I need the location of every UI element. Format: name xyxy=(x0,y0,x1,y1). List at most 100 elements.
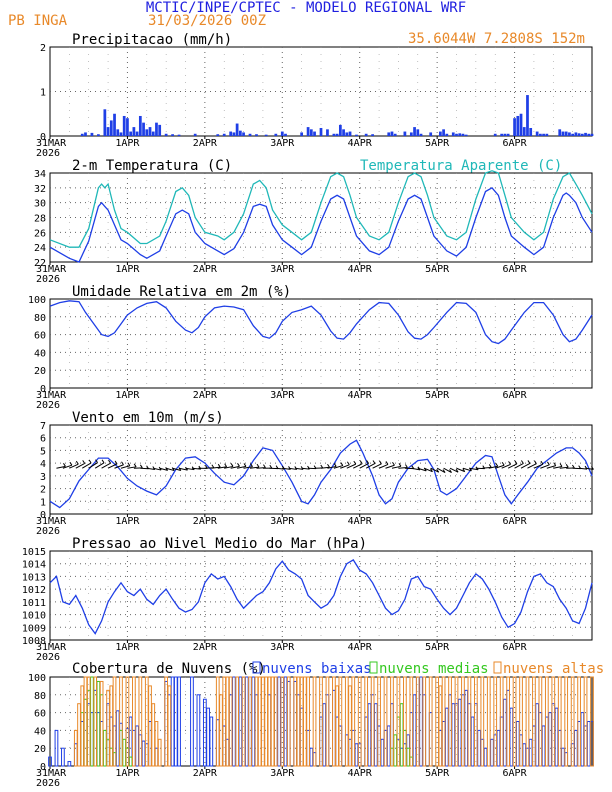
clouds-nuvens-baixas-bar xyxy=(541,725,546,767)
wind-barb-flag xyxy=(514,460,518,465)
clouds-nuvens-altas-bar xyxy=(590,676,594,767)
clouds-nuvens-altas-bar xyxy=(480,676,485,767)
clouds-nuvens-altas-bar xyxy=(164,676,169,767)
wind-barb-flag xyxy=(127,462,131,467)
precip-precipitacao-bar xyxy=(122,115,126,136)
wind-barb xyxy=(391,465,402,469)
wind-barb xyxy=(172,467,181,471)
wind-barb xyxy=(398,466,408,469)
clouds-nuvens-altas-bar xyxy=(86,676,91,767)
wind-barb xyxy=(424,467,433,473)
wind-barb-flag xyxy=(591,466,594,470)
wind-barb xyxy=(275,467,285,470)
wind-barb xyxy=(417,467,427,472)
clouds-nuvens-altas-bar xyxy=(370,676,375,767)
precip-xtick-label: 31MAR xyxy=(36,138,67,149)
clouds-nuvens-altas-bar xyxy=(422,676,427,767)
clouds-nuvens-altas-bar xyxy=(473,676,478,767)
temp-xtick-label: 5APR xyxy=(425,264,450,275)
clouds-nuvens-baixas-bar xyxy=(554,707,559,767)
precip-precipitacao-bar xyxy=(274,133,278,136)
wind-barb xyxy=(378,463,389,469)
precip-precipitacao-bar xyxy=(516,115,520,136)
legend-high-swatch xyxy=(493,661,502,674)
pressure-ytick-label: 1009 xyxy=(22,623,46,634)
wind-barb xyxy=(282,467,291,470)
wind-barb xyxy=(514,463,524,469)
clouds-nuvens-altas-bar xyxy=(319,676,323,767)
clouds-nuvens-baixas-bar xyxy=(209,716,214,767)
precip-precipitacao-bar xyxy=(129,131,133,136)
clouds-nuvens-altas-bar xyxy=(99,680,104,767)
wind-barb xyxy=(166,467,175,472)
precip-precipitacao-bar xyxy=(539,133,542,136)
wind-barb xyxy=(462,467,472,472)
clouds-nuvens-baixas-bar xyxy=(283,676,288,767)
clouds-nuvens-baixas-bar xyxy=(238,676,243,767)
wind-barb xyxy=(540,464,550,469)
clouds-nuvens-altas-bar xyxy=(383,676,388,767)
clouds-nuvens-altas-bar xyxy=(222,676,227,767)
precip-precipitacao-bar xyxy=(300,132,304,136)
clouds-nuvens-altas-bar xyxy=(125,676,130,767)
temp-title: 2-m Temperatura (C) xyxy=(72,158,232,174)
clouds-nuvens-baixas-bar xyxy=(419,676,423,767)
clouds-nuvens-altas-bar xyxy=(154,721,159,767)
clouds-xtick-label: 31MAR xyxy=(36,768,67,779)
legend-high-label: nuvens altas xyxy=(503,661,604,677)
precip-precipitacao-bar xyxy=(151,131,155,136)
precip-precipitacao-bar xyxy=(342,129,345,136)
wind-barb-flag xyxy=(404,464,408,468)
clouds-nuvens-baixas-bar xyxy=(483,747,488,767)
wind-barb-flag xyxy=(520,460,524,464)
wind-barb-flag xyxy=(442,469,446,473)
temp-ytick-label: 34 xyxy=(34,169,46,180)
clouds-nuvens-altas-bar xyxy=(335,685,340,767)
clouds-nuvens-baixas-bar xyxy=(232,676,236,767)
wind-barb-flag xyxy=(455,468,459,473)
precip-precipitacao-bar xyxy=(371,134,374,136)
clouds-nuvens-altas-bar xyxy=(564,676,569,767)
clouds-nuvens-medias-bar xyxy=(128,756,133,767)
humidity-ytick-label: 100 xyxy=(28,295,46,306)
wind-barb xyxy=(88,462,98,469)
temp-ytick-label: 32 xyxy=(34,184,46,195)
header-run: 31/03/2026 00Z xyxy=(148,13,266,29)
clouds-nuvens-baixas-bar xyxy=(477,729,481,767)
clouds-nuvens-baixas-bar xyxy=(522,743,527,767)
pressure-ytick-label: 1008 xyxy=(22,636,46,647)
wind-barb xyxy=(546,465,556,469)
precip-precipitacao-bar xyxy=(280,131,284,136)
humidity-umidade-relativa-line xyxy=(49,300,593,345)
precip-precipitacao-bar xyxy=(442,129,445,136)
precip-precipitacao-bar xyxy=(429,132,433,136)
temp-ytick-label: 30 xyxy=(34,199,46,210)
legend-mid-label: nuvens medias xyxy=(379,661,489,677)
clouds-nuvens-baixas-bar xyxy=(444,707,449,767)
wind-barb-flag xyxy=(534,460,537,464)
clouds-nuvens-altas-bar xyxy=(144,676,149,767)
precip-precipitacao-bar xyxy=(109,120,113,136)
wind-barb xyxy=(159,467,168,471)
temp-ytick-label: 22 xyxy=(34,258,46,269)
precip-precipitacao-bar xyxy=(116,129,120,136)
wind-barb xyxy=(230,465,240,469)
clouds-nuvens-altas-bar xyxy=(83,676,88,767)
wind-barb-flag xyxy=(340,462,344,466)
wind-barb xyxy=(353,463,363,469)
precip-precipitacao-bar xyxy=(242,132,245,136)
precip-precipitacao-bar xyxy=(142,122,145,136)
wind-xtick-label: 2APR xyxy=(193,516,218,527)
wind-barb-flag xyxy=(269,464,273,469)
clouds-nuvens-altas-bar xyxy=(506,676,510,767)
precip-precipitacao-bar xyxy=(126,118,129,136)
pressure-ytick-label: 1010 xyxy=(22,611,46,622)
precip-precipitacao-bar xyxy=(284,133,287,136)
precip-precipitacao-bar xyxy=(255,134,258,136)
wind-barb-flag xyxy=(495,462,499,467)
clouds-nuvens-medias-bar xyxy=(122,738,127,767)
wind-barb-flag xyxy=(527,460,531,464)
wind-barb xyxy=(146,467,155,470)
clouds-nuvens-altas-bar xyxy=(225,676,230,767)
clouds-nuvens-altas-bar xyxy=(448,676,452,767)
